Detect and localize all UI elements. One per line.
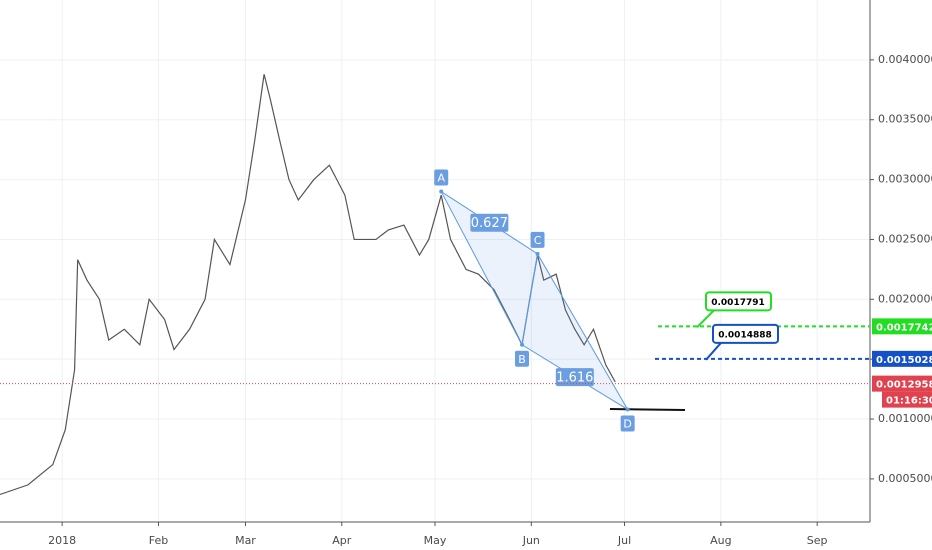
price-badge-label: 0.0012958 — [876, 380, 932, 391]
ratio-box — [555, 368, 594, 387]
y-tick-label: 0.0010000 — [878, 412, 932, 425]
y-tick-label: 0.0030000 — [878, 173, 932, 186]
countdown-badge — [882, 391, 932, 408]
y-tick-label: 0.0035000 — [878, 113, 932, 126]
x-tick-label: Mar — [235, 534, 256, 547]
ratio-label: 0.627 — [471, 216, 508, 231]
x-tick-label: 2018 — [48, 534, 76, 547]
pattern-point-label: C — [534, 234, 542, 247]
callout-label: 0.0017791 — [711, 298, 765, 308]
y-tick-label: 0.0040000 — [878, 53, 932, 66]
support-line — [609, 408, 686, 411]
price-badge — [872, 375, 932, 392]
x-tick-label: May — [424, 534, 447, 547]
axes: 0.00050000.00100000.00150000.00200000.00… — [48, 53, 932, 547]
callout-pointer — [696, 309, 715, 329]
ratio-box — [470, 213, 509, 232]
pattern-point-box — [434, 169, 449, 186]
pattern-point-box — [620, 415, 635, 432]
callout-label: 0.0014888 — [718, 330, 772, 340]
ratio-label: 1.616 — [556, 371, 593, 386]
pattern-point — [625, 407, 630, 412]
pattern-point — [520, 342, 524, 347]
x-tick-label: Jun — [522, 534, 540, 547]
x-tick-label: Apr — [332, 534, 352, 547]
pattern-point — [439, 189, 444, 194]
pattern-point — [535, 251, 540, 256]
y-tick-label: 0.0025000 — [878, 232, 932, 245]
callout-box — [712, 323, 779, 344]
callout-pointer — [705, 342, 722, 361]
pattern-point-box — [530, 231, 545, 248]
price-badge-label: 0.0017742 — [876, 322, 932, 333]
callout-box — [705, 291, 772, 312]
pattern-point-label: A — [437, 172, 445, 185]
price-badge — [872, 318, 932, 335]
price-badge-label: 0.0015028 — [876, 355, 932, 366]
pattern-point-label: D — [623, 417, 631, 430]
y-tick-label: 0.0020000 — [878, 292, 932, 305]
countdown-label: 01:16:30 — [886, 396, 932, 407]
price-badge — [872, 350, 932, 367]
x-tick-label: Aug — [710, 534, 731, 547]
y-tick-label: 0.0005000 — [878, 472, 932, 485]
x-tick-label: Feb — [149, 534, 168, 547]
pattern-point-label: B — [518, 353, 526, 366]
x-tick-label: Jul — [617, 534, 631, 547]
pattern-point-box — [515, 350, 529, 367]
x-tick-label: Sep — [807, 534, 828, 547]
overlay: A B C D 0.627 1.616 0.0017742 0.0017791 0.001502… — [0, 169, 932, 432]
